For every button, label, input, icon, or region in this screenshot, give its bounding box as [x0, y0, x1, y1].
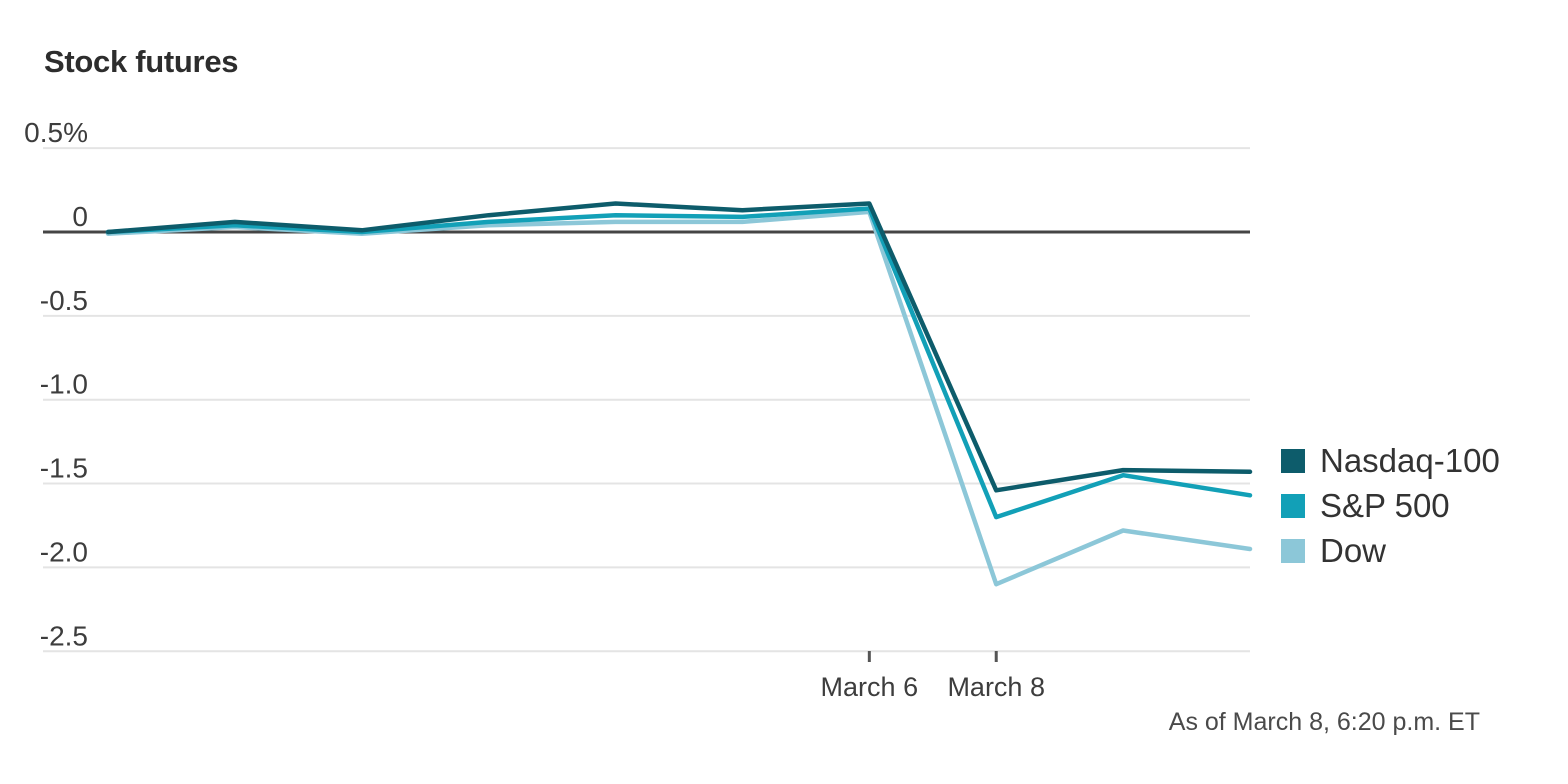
x-tick-label: March 8: [947, 672, 1045, 702]
series-line-nasdaq-100: [105, 201, 1253, 493]
y-tick-label: -1.5: [40, 453, 88, 484]
legend-item-dow: Dow: [1281, 528, 1500, 573]
series-line-s-p-500: [105, 206, 1253, 520]
y-tick-label: -0.5: [40, 285, 88, 316]
legend-item-nasdaq-100: Nasdaq-100: [1281, 438, 1500, 483]
y-tick-label: 0.5%: [24, 117, 88, 148]
y-tick-label: -2.5: [40, 620, 88, 651]
legend-swatch-dow: [1281, 538, 1305, 563]
legend-label: Dow: [1320, 531, 1387, 569]
legend-item-s-p-500: S&P 500: [1281, 483, 1500, 528]
as-of-note: As of March 8, 6:20 p.m. ET: [1168, 708, 1480, 736]
legend-label: S&P 500: [1320, 486, 1450, 524]
chart-title: Stock futures: [44, 44, 239, 79]
legend-label: Nasdaq-100: [1320, 441, 1500, 479]
x-tick-label: March 6: [821, 672, 919, 702]
y-tick-label: -1.0: [40, 369, 88, 400]
legend-swatch-s-p-500: [1281, 493, 1305, 518]
y-tick-label: -2.0: [40, 536, 88, 567]
legend: Nasdaq-100 S&P 500 Dow: [1281, 438, 1500, 573]
legend-swatch-nasdaq-100: [1281, 448, 1305, 473]
y-tick-label: 0: [72, 201, 88, 232]
series-line-dow: [105, 209, 1253, 587]
